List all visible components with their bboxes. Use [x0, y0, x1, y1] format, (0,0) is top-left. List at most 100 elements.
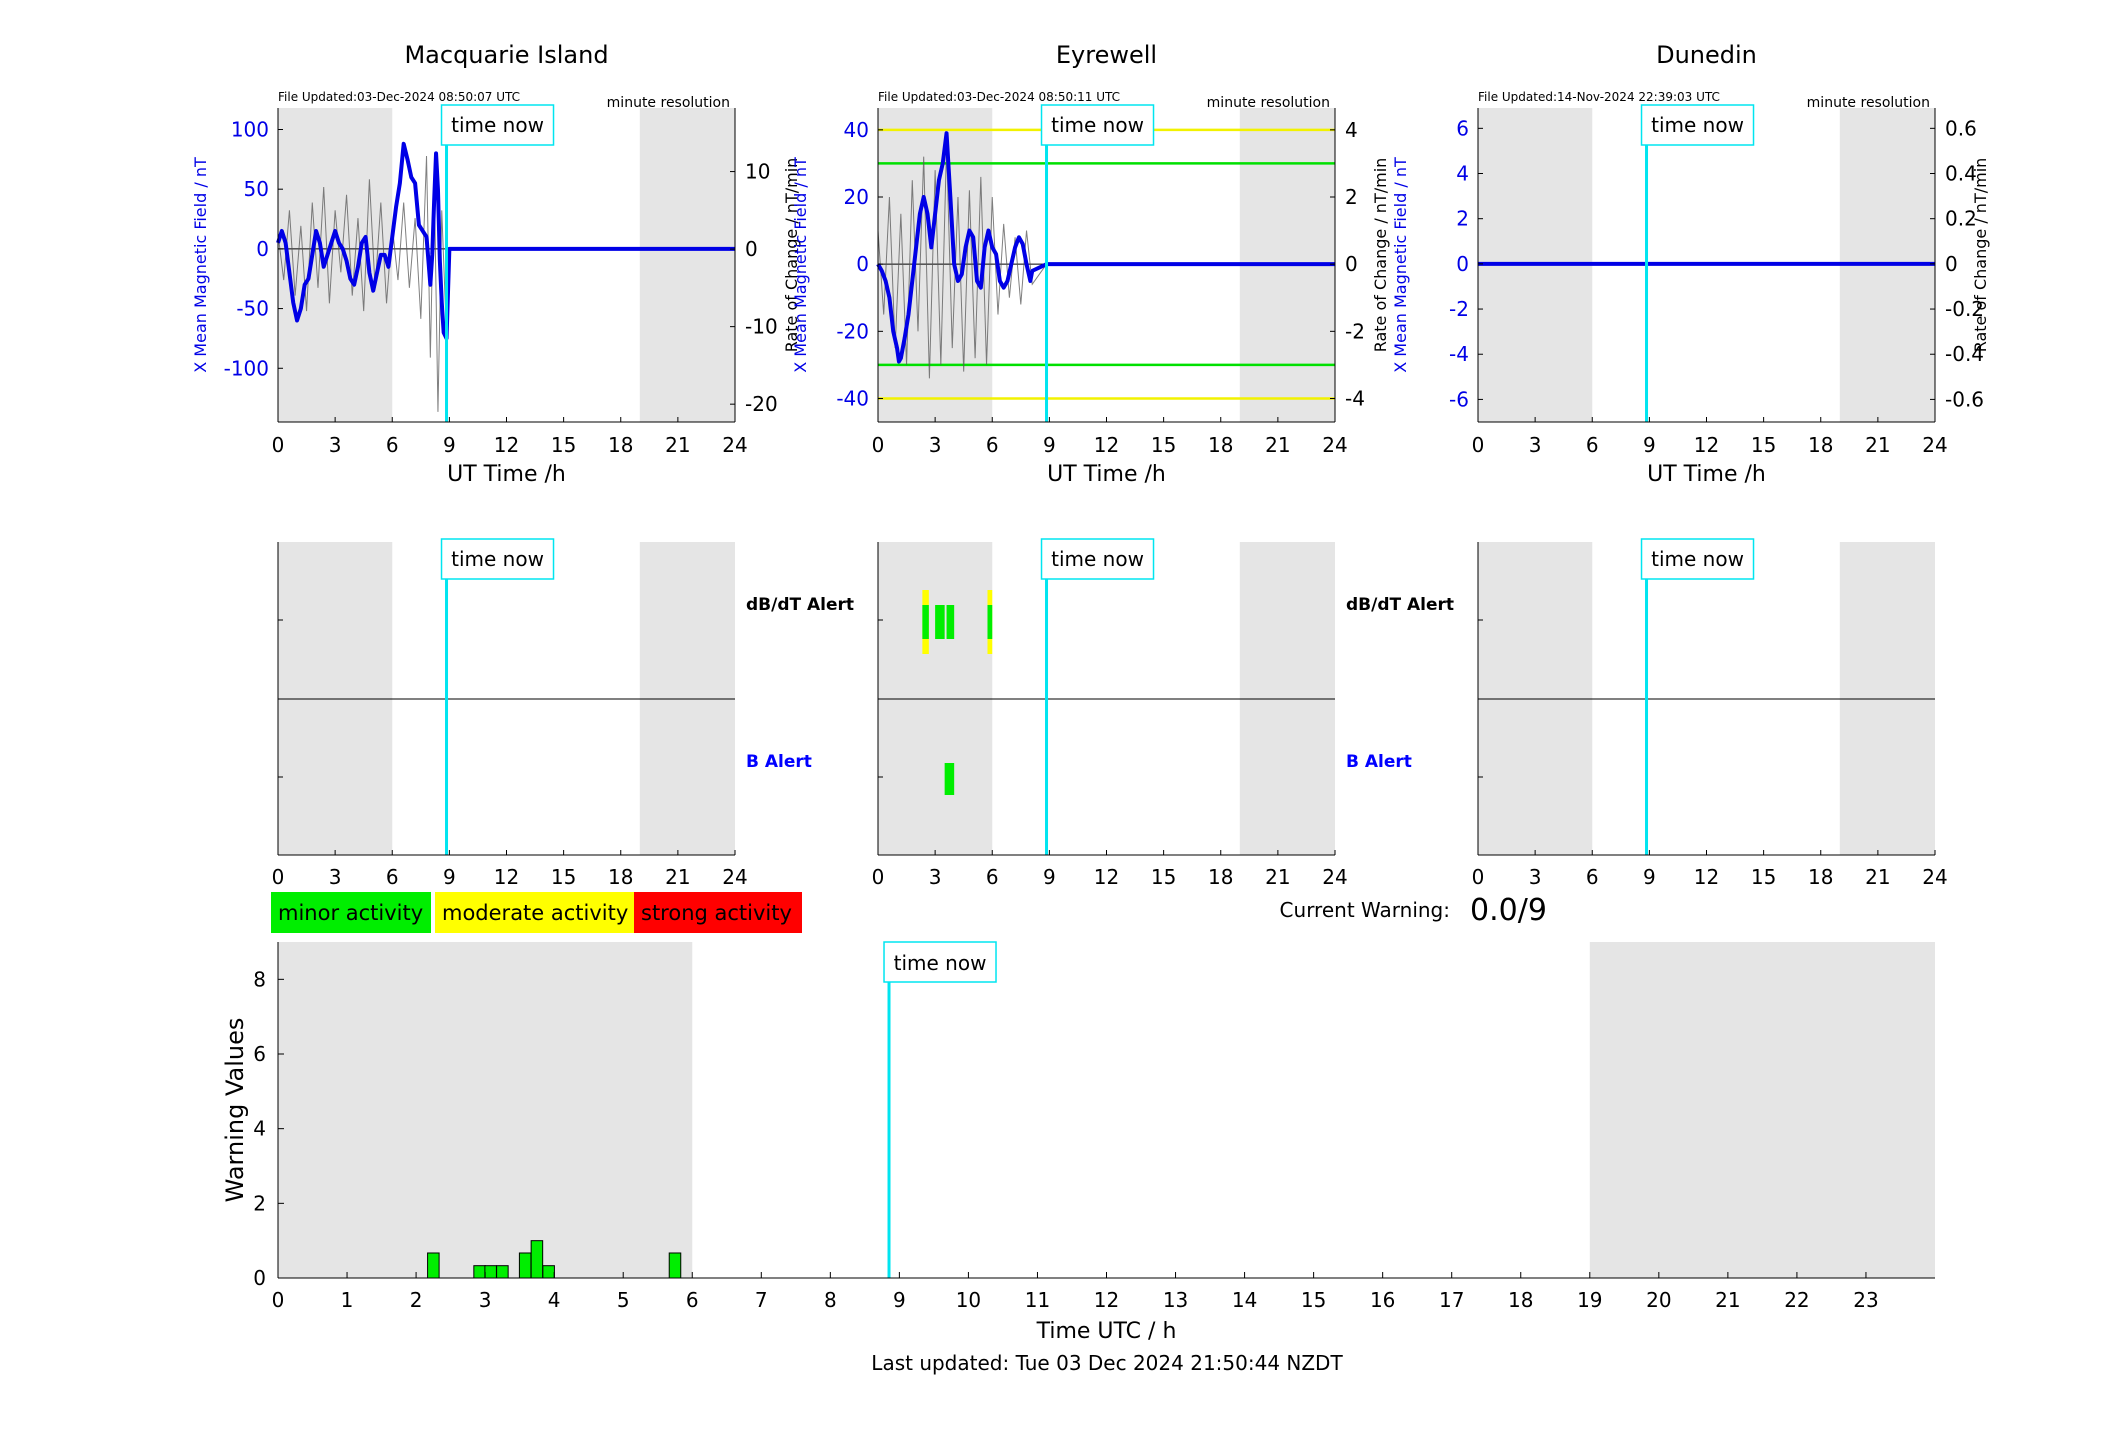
x-tick-label: 12 — [1694, 433, 1719, 457]
dbdt-alert-segment — [935, 605, 945, 639]
current-warning-label: Current Warning: — [1280, 898, 1450, 922]
time-now-label: time now — [894, 951, 987, 975]
x-tick-label: 18 — [608, 433, 633, 457]
x-tick-label: 6 — [386, 865, 399, 889]
x-axis-label: Time UTC / h — [1036, 1319, 1177, 1344]
x-tick-label: 9 — [1643, 433, 1656, 457]
b-alert-label: B Alert — [1346, 752, 1412, 772]
station-panel: Dunedin File Updated:14-Nov-2024 22:39:03… — [1391, 41, 1990, 487]
legend-swatch-minor — [271, 892, 431, 933]
y-right-tick-label: 0 — [745, 237, 758, 261]
x-tick-label: 15 — [1751, 865, 1776, 889]
y-tick-label: -6 — [1449, 387, 1469, 411]
warning-bar — [518, 1252, 532, 1279]
x-tick-label: 3 — [929, 433, 942, 457]
station-alert-plots: time now 0 3 6 9 12 15 18 21 24 dB/dT Alert B Alert… — [272, 538, 1948, 889]
x-tick-label: 6 — [1586, 865, 1599, 889]
y-tick-label: -40 — [836, 386, 869, 410]
time-now-label: time now — [1051, 113, 1144, 137]
y-tick-label: -20 — [836, 319, 869, 343]
x-tick-label: 12 — [1094, 865, 1119, 889]
y-axis-label: X Mean Magnetic Field / nT — [191, 157, 210, 373]
time-now-label: time now — [1651, 113, 1744, 137]
y-tick-label: 4 — [1456, 162, 1469, 186]
x-axis-label: UT Time /h — [1047, 462, 1166, 487]
time-now-box — [883, 941, 997, 983]
x-tick-label: 6 — [1586, 433, 1599, 457]
time-now-box — [440, 538, 555, 580]
x-tick-label: 6 — [986, 865, 999, 889]
x-tick-label: 8 — [824, 1288, 837, 1312]
y-tick-label: 2 — [1456, 207, 1469, 231]
y-axis-label: Warning Values — [221, 1018, 249, 1203]
x-tick-label: 21 — [665, 433, 690, 457]
warning-bar — [530, 1240, 544, 1279]
station-title: Dunedin — [1656, 41, 1757, 69]
y-right-tick-label: 10 — [745, 160, 770, 184]
x-tick-label: 0 — [272, 865, 285, 889]
x-tick-label: 21 — [665, 865, 690, 889]
x-tick-label: 20 — [1646, 1288, 1671, 1312]
y-tick-label: 40 — [844, 118, 869, 142]
y-right-tick-label: 0.4 — [1945, 162, 1977, 186]
y-right-tick-label: 0.6 — [1945, 116, 1977, 140]
x-tick-label: 0 — [872, 433, 885, 457]
y-tick-label: 20 — [844, 185, 869, 209]
night-shade — [1589, 942, 1935, 1278]
x-tick-label: 3 — [1529, 433, 1542, 457]
station-magnetic-field-plots: Macquarie Island File Updated:03-Dec-2024… — [191, 41, 1990, 487]
x-tick-label: 18 — [1208, 865, 1233, 889]
x-axis-label: UT Time /h — [1647, 462, 1766, 487]
station-title: Macquarie Island — [404, 41, 608, 69]
dbdt-alert-label: dB/dT Alert — [1346, 595, 1454, 615]
y-tick-label: 0 — [1456, 252, 1469, 276]
dbdt-alert-segment — [922, 605, 929, 639]
y-tick-label: -100 — [224, 356, 269, 380]
night-shade — [278, 108, 393, 422]
x-tick-label: 24 — [1322, 433, 1347, 457]
x-tick-label: 24 — [722, 865, 747, 889]
y-tick-label: 2 — [253, 1191, 266, 1215]
warning-bar — [542, 1265, 555, 1279]
x-tick-label: 19 — [1577, 1288, 1602, 1312]
y-tick-label: 6 — [253, 1042, 266, 1066]
x-tick-label: 0 — [272, 433, 285, 457]
b-alert-segment — [944, 763, 955, 795]
alert-panel: time now 0 3 6 9 12 15 18 21 24 — [1472, 538, 1948, 889]
legend-label-moderate: moderate activity — [442, 901, 628, 925]
current-warning-readout: Current Warning: 0.0/9 — [1280, 893, 1547, 928]
x-tick-label: 12 — [1694, 865, 1719, 889]
x-tick-label: 6 — [986, 433, 999, 457]
x-tick-label: 16 — [1370, 1288, 1395, 1312]
x-tick-label: 21 — [1865, 433, 1890, 457]
y-tick-label: 6 — [1456, 116, 1469, 140]
x-tick-label: 24 — [1922, 865, 1947, 889]
x-tick-label: 6 — [386, 433, 399, 457]
x-tick-label: 15 — [1751, 433, 1776, 457]
x-tick-label: 1 — [341, 1288, 354, 1312]
alert-panel: time now 0 3 6 9 12 15 18 21 24 dB/dT Alert B Alert — [872, 538, 1454, 889]
x-tick-label: 13 — [1163, 1288, 1188, 1312]
y-axis-label: X Mean Magnetic Field / nT — [1391, 157, 1410, 373]
x-tick-label: 3 — [329, 865, 342, 889]
mean-field-line — [276, 141, 735, 341]
x-tick-label: 9 — [443, 865, 456, 889]
x-tick-label: 12 — [1094, 433, 1119, 457]
y-right-tick-label: -0.2 — [1945, 297, 1984, 321]
x-tick-label: 18 — [1808, 865, 1833, 889]
x-tick-label: 21 — [1265, 865, 1290, 889]
x-tick-label: 0 — [272, 1288, 285, 1312]
x-tick-label: 15 — [551, 865, 576, 889]
y-right-tick-label: 2 — [1345, 185, 1358, 209]
legend-label-minor: minor activity — [278, 901, 423, 925]
x-tick-label: 0 — [1472, 433, 1485, 457]
y-right-axis-label: Rate of Change / nT/min — [782, 158, 801, 353]
x-tick-label: 21 — [1865, 865, 1890, 889]
y-right-axis-label: Rate of Change / nT/min — [1971, 158, 1990, 353]
b-alert-label: B Alert — [746, 752, 812, 772]
night-shade — [278, 942, 693, 1278]
x-tick-label: 18 — [1808, 433, 1833, 457]
legend-swatch-moderate — [435, 892, 635, 933]
x-tick-label: 12 — [494, 865, 519, 889]
dbdt-alert-label: dB/dT Alert — [746, 595, 854, 615]
